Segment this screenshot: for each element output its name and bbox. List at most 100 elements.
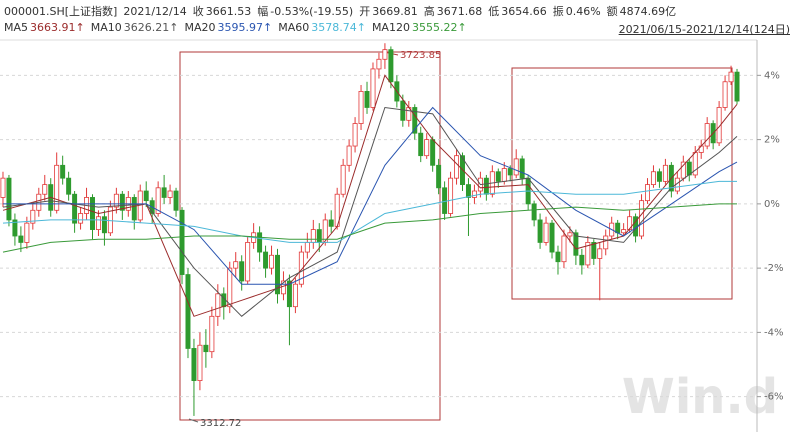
- highlight-box: [511, 67, 733, 300]
- candle-body: [382, 49, 388, 60]
- field-value: 0.46%: [565, 5, 601, 18]
- candle-body: [495, 171, 501, 182]
- candle-body: [734, 71, 740, 102]
- candle-body: [286, 280, 292, 308]
- candle-body: [143, 190, 149, 202]
- legend-name: MA120: [371, 21, 410, 34]
- candle-body: [555, 251, 561, 263]
- candle-body: [233, 261, 239, 269]
- candle-body: [90, 197, 95, 230]
- candle-body: [191, 348, 197, 381]
- legend-value: 3595.97↑: [217, 21, 273, 34]
- candle-body: [60, 164, 66, 179]
- candle-body: [197, 344, 203, 381]
- candle-body: [465, 184, 471, 198]
- candle-body: [543, 222, 549, 243]
- candle-body: [263, 251, 269, 269]
- candle-body: [680, 161, 686, 179]
- candle-body: [507, 168, 513, 176]
- date: 2021/12/14: [123, 5, 187, 18]
- candle-body: [364, 91, 370, 108]
- candle-body: [430, 139, 436, 166]
- candle-body: [704, 123, 710, 147]
- candle-body: [54, 164, 60, 211]
- field-label: 收: [192, 5, 204, 18]
- candle-body: [6, 177, 12, 221]
- y-tick-label: 0%: [764, 199, 780, 210]
- candle-body: [209, 315, 215, 353]
- candle-body: [95, 216, 101, 230]
- candle-body: [716, 107, 722, 144]
- y-tick-label: -6%: [764, 392, 783, 403]
- candle-body: [298, 251, 304, 285]
- candle-body: [179, 209, 185, 275]
- y-tick-label: 2%: [764, 135, 780, 146]
- candle-body: [567, 232, 573, 237]
- candle-body: [549, 222, 555, 253]
- candle-body: [292, 283, 298, 308]
- candle-body: [627, 216, 633, 230]
- candle-body: [78, 213, 84, 224]
- field-value: 3671.68: [436, 5, 483, 18]
- candle-body: [454, 155, 460, 179]
- candle-body: [436, 164, 442, 189]
- candle-body: [131, 197, 137, 221]
- candle-body: [662, 164, 668, 182]
- candle-body: [585, 242, 591, 266]
- candle-body: [66, 177, 72, 195]
- field-label: 低: [488, 5, 500, 18]
- symbol: 000001.SH[上证指数]: [4, 5, 118, 18]
- candle-body: [728, 71, 734, 83]
- candle-body: [101, 216, 107, 234]
- candle-body: [352, 123, 358, 147]
- legend-value: 3555.22↑: [411, 21, 467, 34]
- candle-body: [388, 49, 394, 83]
- candle-body: [418, 132, 424, 157]
- candle-body: [316, 229, 322, 243]
- candle-body: [215, 293, 221, 317]
- candle-body: [483, 177, 489, 195]
- candle-body: [185, 274, 191, 349]
- candle-body: [328, 219, 334, 227]
- candle-body: [603, 235, 609, 250]
- legend-value: 3663.91↑: [30, 21, 85, 34]
- candle-body: [579, 254, 585, 266]
- candle-body: [370, 68, 376, 108]
- field-label: 振: [552, 5, 564, 18]
- candle-body: [173, 190, 179, 211]
- field-value: -0.53%(-19.55): [270, 5, 354, 18]
- candle-body: [161, 187, 167, 198]
- candle-body: [537, 219, 543, 243]
- candle-body: [304, 242, 310, 253]
- y-tick-label: 4%: [764, 70, 780, 81]
- annotation: 3312.72: [200, 418, 241, 429]
- legend-value: 3578.74↑: [311, 21, 366, 34]
- candle-body: [310, 229, 316, 243]
- candle-body: [12, 219, 18, 237]
- candle-body: [0, 177, 6, 198]
- candle-body: [245, 242, 251, 282]
- candle-body: [531, 203, 537, 221]
- candle-body: [155, 187, 161, 214]
- candle-body: [340, 164, 346, 195]
- candle-body: [639, 200, 645, 237]
- grid: [0, 74, 757, 398]
- candle-body: [42, 184, 48, 195]
- field-label: 额: [606, 5, 618, 18]
- candle-body: [645, 184, 650, 202]
- candle-body: [72, 193, 78, 224]
- field-value: 4874.69亿: [619, 5, 677, 18]
- candle-body: [442, 187, 448, 214]
- candle-body: [519, 158, 525, 179]
- candle-body: [513, 158, 519, 176]
- candle-body: [471, 190, 477, 198]
- ma-line: [2, 106, 738, 317]
- ma-line: [3, 106, 738, 285]
- leader-line: [188, 418, 199, 423]
- candle-body: [412, 107, 418, 134]
- candle-body: [621, 229, 627, 234]
- candle-body: [722, 81, 728, 108]
- field-value: 3661.53: [205, 5, 252, 18]
- header-row: 000001.SH[上证指数] 2021/12/14 收 3661.53 幅 -0.53%…: [4, 3, 682, 19]
